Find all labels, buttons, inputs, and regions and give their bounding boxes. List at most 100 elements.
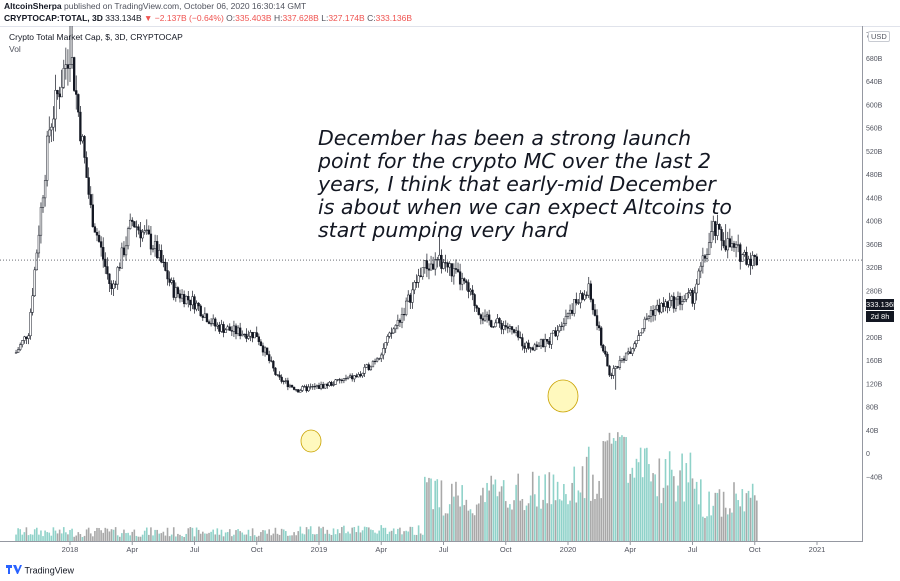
volume-bar bbox=[158, 533, 161, 541]
volume-bar bbox=[685, 463, 688, 541]
volume-bar bbox=[648, 464, 650, 541]
candle-body bbox=[170, 280, 173, 283]
volume-bar bbox=[484, 502, 486, 541]
candle-body bbox=[106, 266, 109, 275]
candle-body bbox=[400, 314, 404, 323]
price-chart[interactable]: 800B760B720B680B640B600B560B520B480B440B… bbox=[0, 26, 900, 556]
candle-body bbox=[454, 268, 458, 270]
candle-body bbox=[566, 312, 570, 317]
volume-bar bbox=[627, 482, 629, 541]
price-tick-label: 80B bbox=[866, 405, 879, 412]
candle-body bbox=[205, 313, 209, 322]
candle-body bbox=[286, 380, 290, 388]
candle-body bbox=[290, 385, 294, 388]
candle-body bbox=[162, 261, 165, 263]
volume-bar bbox=[666, 485, 669, 541]
candle-body bbox=[496, 318, 499, 324]
volume-bar bbox=[619, 436, 621, 541]
candle-body bbox=[434, 259, 437, 270]
candle-body bbox=[228, 326, 231, 331]
volume-bar bbox=[270, 535, 273, 541]
candle-body bbox=[714, 221, 717, 236]
volume-bar bbox=[438, 507, 441, 541]
candle-body bbox=[749, 258, 752, 266]
candle-body bbox=[365, 364, 368, 368]
candle-body bbox=[521, 337, 524, 347]
volume-bar bbox=[457, 495, 459, 541]
last-value: 333.134B bbox=[105, 13, 142, 23]
volume-bar bbox=[745, 493, 748, 541]
candle-body bbox=[741, 254, 744, 262]
time-tick-label: Apr bbox=[375, 545, 387, 554]
high-label: H: bbox=[273, 13, 283, 23]
volume-legend[interactable]: Vol bbox=[9, 44, 21, 54]
volume-bar bbox=[716, 492, 719, 541]
volume-bar bbox=[753, 495, 756, 541]
volume-bar bbox=[297, 531, 300, 541]
candle-body bbox=[508, 326, 512, 329]
volume-bar bbox=[575, 502, 578, 541]
volume-bar bbox=[31, 534, 34, 541]
candle-body bbox=[737, 244, 740, 246]
volume-bar bbox=[710, 515, 712, 541]
candle-body bbox=[755, 256, 758, 266]
candle-body bbox=[222, 324, 225, 333]
candle-body bbox=[637, 335, 640, 341]
volume-bar bbox=[741, 489, 744, 541]
footer[interactable]: TradingView bbox=[6, 565, 74, 576]
price-tick-label: 320B bbox=[866, 265, 883, 272]
volume-bar bbox=[202, 531, 204, 541]
candle-body bbox=[473, 294, 476, 306]
volume-bar bbox=[193, 536, 196, 541]
symbol-label: CRYPTOCAP:TOTAL, 3D bbox=[4, 13, 103, 23]
volume-bar bbox=[629, 473, 632, 541]
volume-bar bbox=[104, 527, 107, 541]
volume-bar bbox=[206, 533, 208, 541]
candle-body bbox=[639, 332, 642, 336]
volume-bar bbox=[258, 535, 260, 541]
volume-bar bbox=[62, 527, 65, 541]
volume-bar bbox=[272, 533, 275, 541]
candle-body bbox=[270, 360, 273, 362]
volume-bar bbox=[233, 534, 235, 541]
time-tick-label: 2020 bbox=[560, 545, 577, 554]
currency-label[interactable]: USD bbox=[868, 31, 890, 42]
volume-bar bbox=[189, 527, 192, 541]
volume-bar bbox=[108, 531, 111, 541]
volume-bar bbox=[58, 529, 61, 541]
candle-body bbox=[475, 305, 478, 309]
volume-bar bbox=[77, 532, 80, 541]
volume-bar bbox=[386, 533, 389, 541]
chart-title: Crypto Total Market Cap, $, 3D, CRYPTOCA… bbox=[9, 32, 183, 42]
volume-bar bbox=[79, 534, 82, 541]
volume-bar bbox=[27, 535, 30, 541]
candle-body bbox=[535, 344, 539, 347]
candle-body bbox=[56, 90, 59, 95]
volume-bar bbox=[492, 484, 495, 541]
volume-bar bbox=[571, 482, 573, 541]
countdown-tag: 2d 8h bbox=[866, 311, 894, 322]
candle-body bbox=[46, 135, 49, 181]
candle-body bbox=[672, 296, 675, 309]
author-name[interactable]: AltcoinSherpa bbox=[4, 1, 62, 11]
volume-bar bbox=[114, 527, 117, 541]
volume-bar bbox=[177, 533, 179, 541]
candle-body bbox=[97, 234, 101, 242]
open-value: 335.403B bbox=[235, 13, 272, 23]
candle-body bbox=[658, 304, 661, 313]
volume-bar bbox=[612, 438, 615, 541]
candle-body bbox=[326, 383, 329, 386]
price-tick-label: −40B bbox=[866, 474, 883, 481]
volume-bar bbox=[50, 535, 53, 541]
candle-body bbox=[68, 63, 72, 69]
candle-body bbox=[348, 375, 352, 378]
candle-body bbox=[392, 328, 395, 334]
price-tick-label: 480B bbox=[866, 172, 883, 179]
candle-body bbox=[583, 294, 586, 300]
candle-body bbox=[14, 352, 18, 354]
volume-bar bbox=[436, 479, 439, 541]
candle-body bbox=[556, 330, 559, 337]
candle-body bbox=[52, 118, 55, 128]
candle-body bbox=[249, 331, 252, 337]
candle-body bbox=[649, 310, 653, 317]
